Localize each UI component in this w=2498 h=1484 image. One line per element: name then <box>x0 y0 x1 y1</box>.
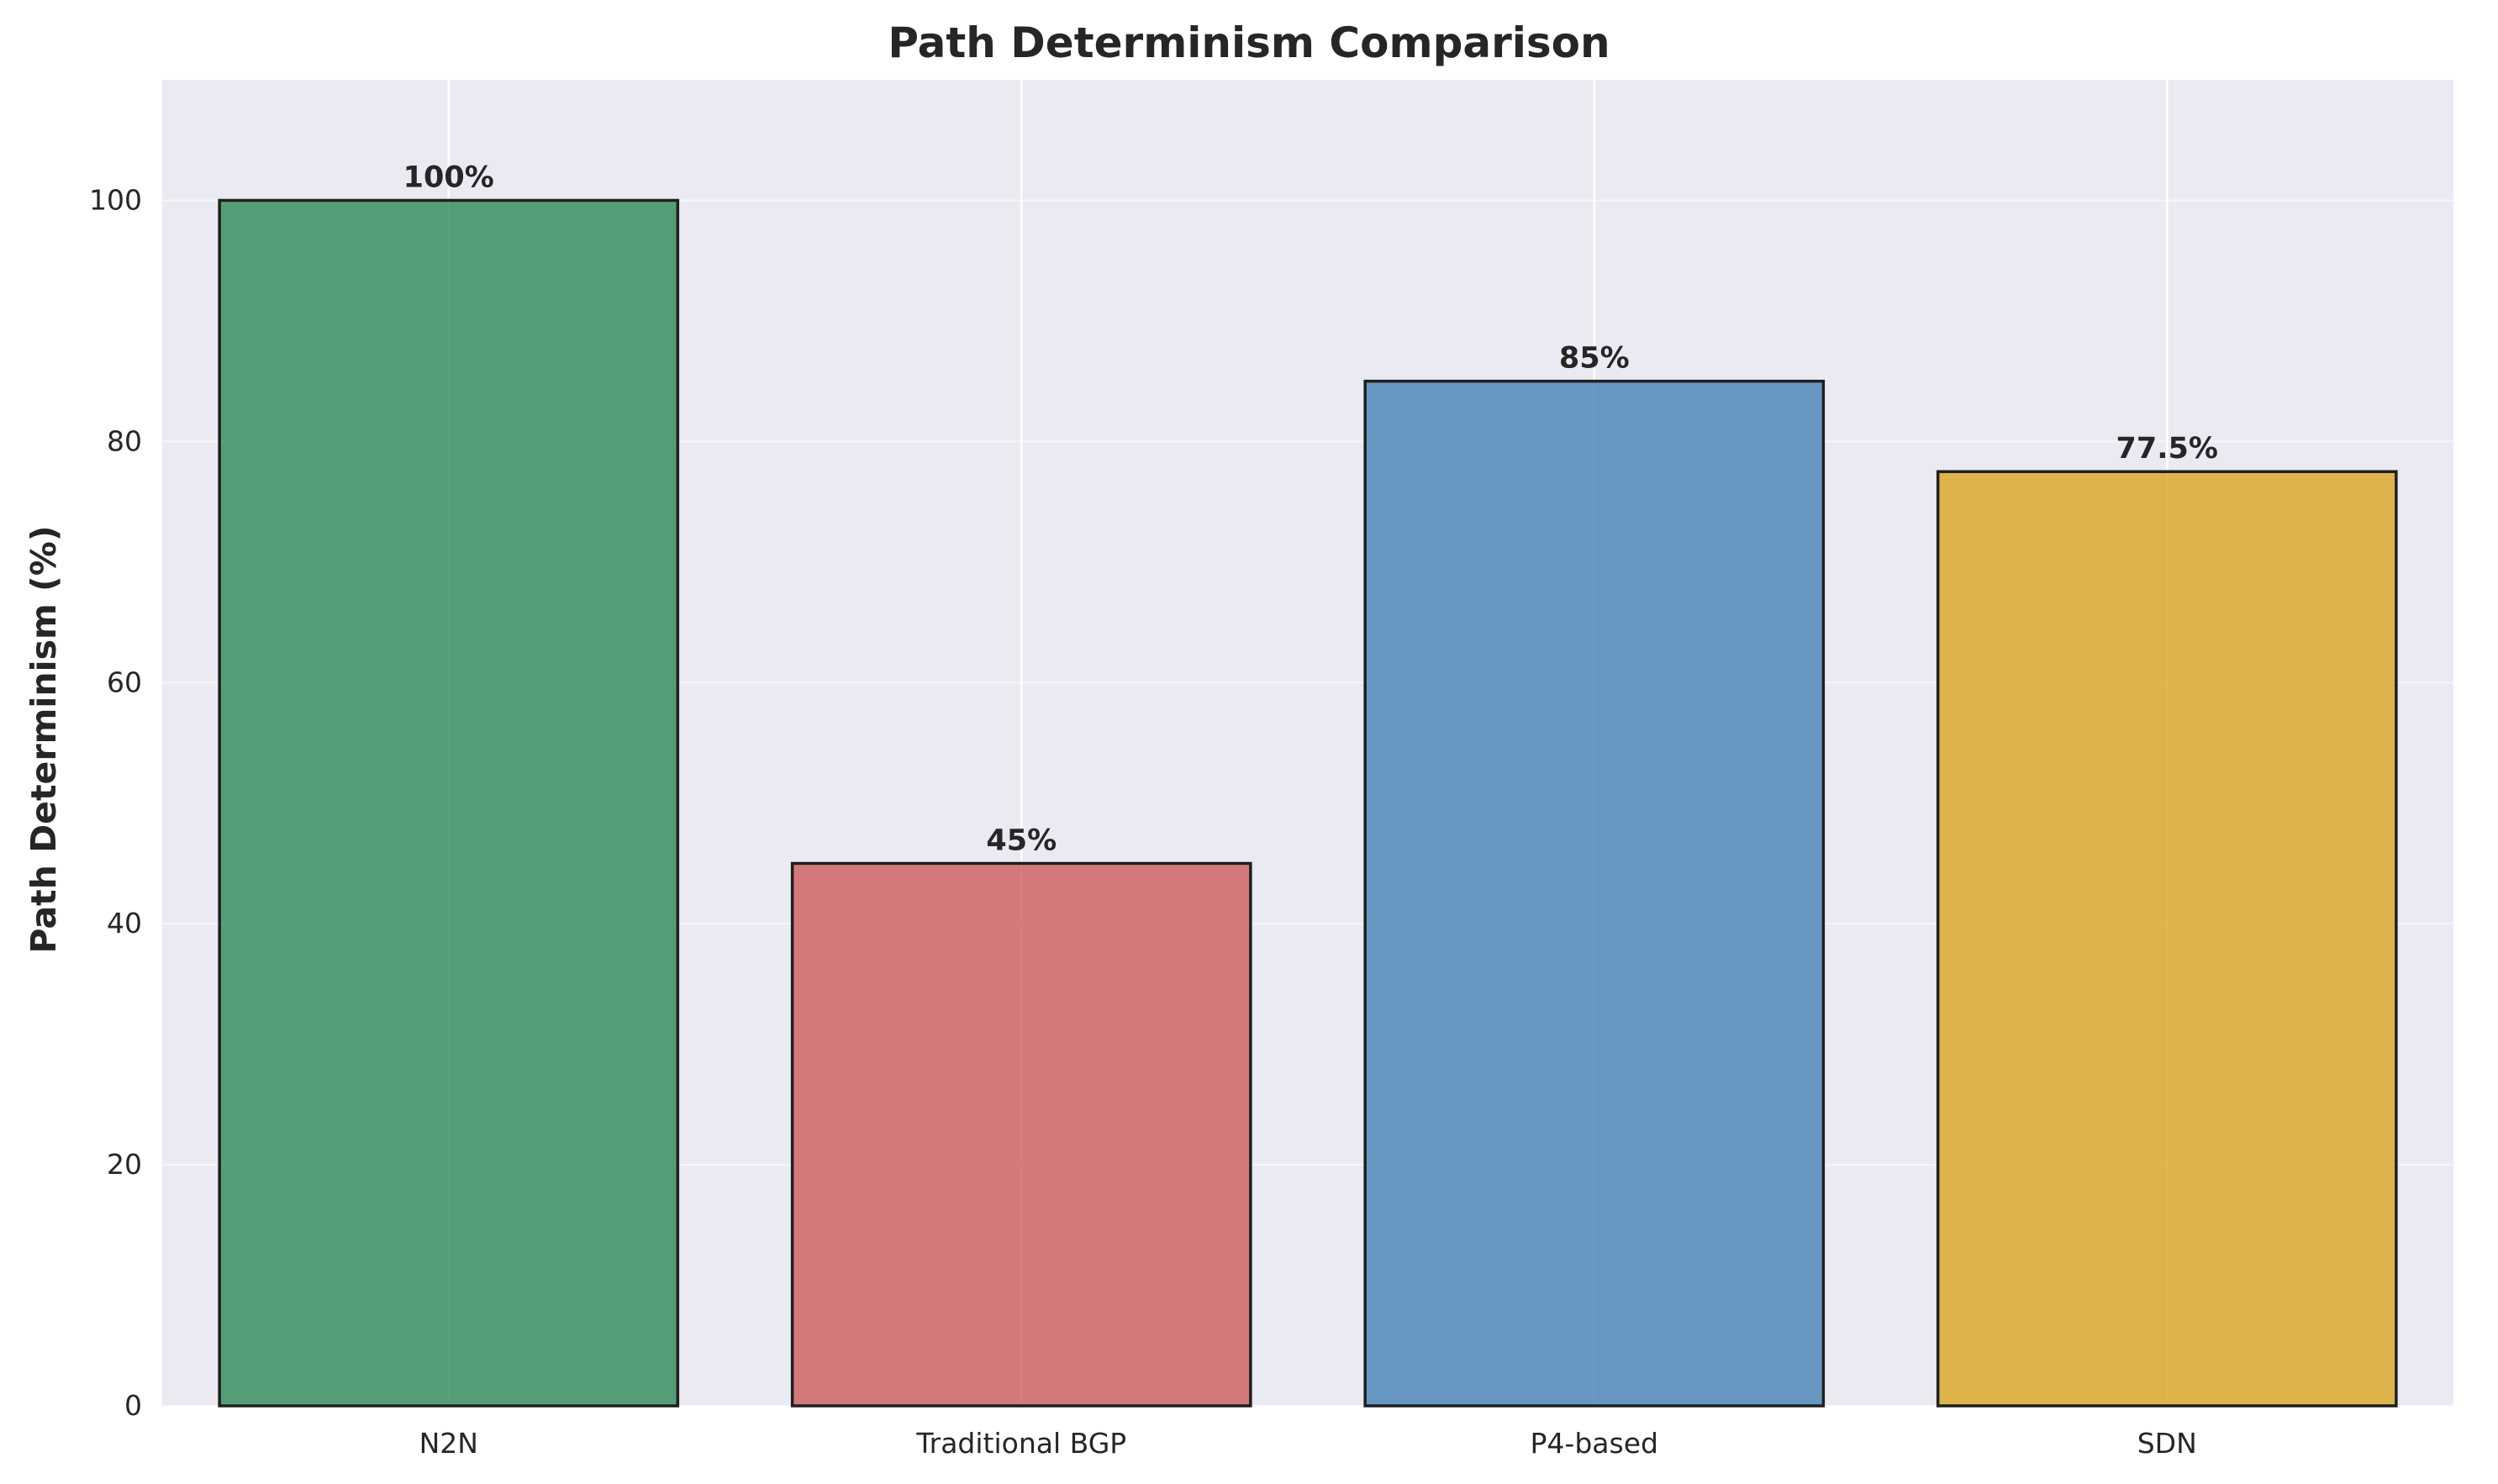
x-tick-label: Traditional BGP <box>915 1427 1126 1460</box>
y-axis-label: Path Determinism (%) <box>24 525 64 953</box>
bar-value-label: 85% <box>1559 342 1630 376</box>
bar-p4-based <box>1363 379 1826 1408</box>
y-tick-label: 40 <box>107 907 142 939</box>
y-tick-label: 20 <box>107 1148 142 1181</box>
bars <box>218 198 2398 1408</box>
y-tick-label: 100 <box>89 183 142 216</box>
y-tick-label: 80 <box>107 424 142 457</box>
x-tick-label: SDN <box>2137 1427 2197 1460</box>
axis-ticks: 0 20 40 60 80 100 N2N Traditional BGP P4-based SD… <box>89 183 2197 1460</box>
bar-value-label: 100% <box>403 161 494 194</box>
bar-sdn <box>1936 470 2398 1408</box>
x-tick-label: N2N <box>419 1427 478 1460</box>
bar-value-label: 77.5% <box>2116 432 2218 466</box>
bar-traditional-bgp <box>790 861 1252 1408</box>
data-labels: 100% 45% 85% 77.5% <box>403 161 2218 857</box>
x-tick-label: P4-based <box>1531 1427 1658 1460</box>
bar-n2n <box>218 198 680 1408</box>
y-tick-label: 0 <box>124 1389 142 1422</box>
bar-value-label: 45% <box>986 824 1057 857</box>
chart-title: Path Determinism Comparison <box>888 18 1610 67</box>
y-tick-label: 60 <box>107 666 142 698</box>
